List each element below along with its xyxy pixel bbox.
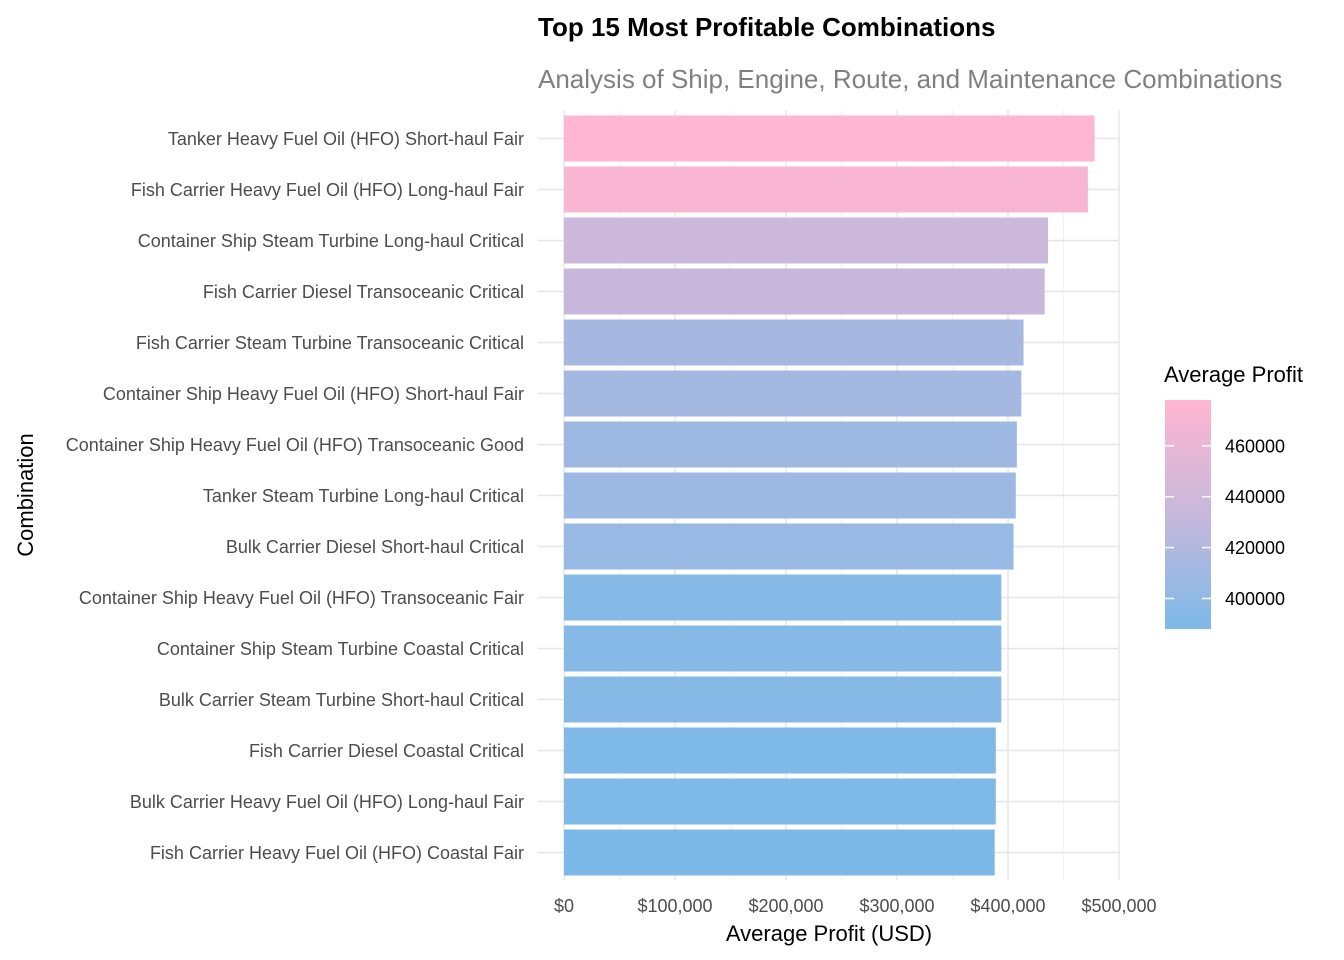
y-axis-title: Combination: [13, 433, 38, 557]
legend-colorbar: [1165, 400, 1211, 629]
bar: [564, 115, 1095, 162]
legend: Average Profit 400000 420000 440000 460000: [1164, 362, 1303, 629]
x-tick-label: $400,000: [970, 896, 1045, 916]
legend-ticks: 400000 420000 440000 460000: [1165, 436, 1285, 609]
bar: [564, 421, 1017, 468]
legend-tick-label: 440000: [1225, 487, 1285, 507]
category-label: Container Ship Steam Turbine Long-haul C…: [138, 231, 524, 251]
bar: [564, 268, 1045, 315]
bar: [564, 523, 1014, 570]
x-tick-label: $0: [554, 896, 574, 916]
category-label: Bulk Carrier Steam Turbine Short-haul Cr…: [159, 690, 524, 710]
category-label: Tanker Steam Turbine Long-haul Critical: [203, 486, 524, 506]
category-label: Container Ship Heavy Fuel Oil (HFO) Tran…: [79, 588, 524, 608]
category-label: Tanker Heavy Fuel Oil (HFO) Short-haul F…: [168, 129, 524, 149]
legend-tick-label: 400000: [1225, 589, 1285, 609]
legend-tick-label: 420000: [1225, 538, 1285, 558]
bar: [564, 727, 996, 774]
category-label: Fish Carrier Diesel Transoceanic Critica…: [203, 282, 524, 302]
category-label: Fish Carrier Heavy Fuel Oil (HFO) Coasta…: [150, 843, 524, 863]
chart-subtitle: Analysis of Ship, Engine, Route, and Mai…: [538, 64, 1282, 94]
bar: [564, 676, 1002, 723]
bar: [564, 625, 1002, 672]
x-axis-title: Average Profit (USD): [726, 921, 932, 946]
x-tick-label: $300,000: [859, 896, 934, 916]
legend-title: Average Profit: [1164, 362, 1303, 387]
category-label: Container Ship Heavy Fuel Oil (HFO) Tran…: [66, 435, 524, 455]
x-tick-label: $200,000: [748, 896, 823, 916]
bars: [564, 115, 1095, 876]
category-label: Fish Carrier Diesel Coastal Critical: [249, 741, 524, 761]
bar: [564, 217, 1048, 264]
bar: [564, 166, 1088, 213]
chart-title: Top 15 Most Profitable Combinations: [538, 12, 995, 42]
x-tick-label: $500,000: [1081, 896, 1156, 916]
category-labels: Tanker Heavy Fuel Oil (HFO) Short-haul F…: [66, 129, 524, 863]
x-tick-label: $100,000: [637, 896, 712, 916]
category-label: Container Ship Steam Turbine Coastal Cri…: [157, 639, 524, 659]
bar: [564, 574, 1002, 621]
bar: [564, 370, 1022, 417]
bar: [564, 778, 996, 825]
category-label: Bulk Carrier Diesel Short-haul Critical: [226, 537, 524, 557]
category-label: Fish Carrier Steam Turbine Transoceanic …: [136, 333, 524, 353]
legend-tick-label: 460000: [1225, 436, 1285, 456]
bar: [564, 472, 1016, 519]
category-label: Fish Carrier Heavy Fuel Oil (HFO) Long-h…: [131, 180, 524, 200]
bar: [564, 319, 1024, 366]
category-label: Container Ship Heavy Fuel Oil (HFO) Shor…: [103, 384, 524, 404]
bar: [564, 829, 995, 876]
x-tick-labels: $0 $100,000 $200,000 $300,000 $400,000 $500,0…: [554, 896, 1157, 916]
category-label: Bulk Carrier Heavy Fuel Oil (HFO) Long-h…: [130, 792, 524, 812]
